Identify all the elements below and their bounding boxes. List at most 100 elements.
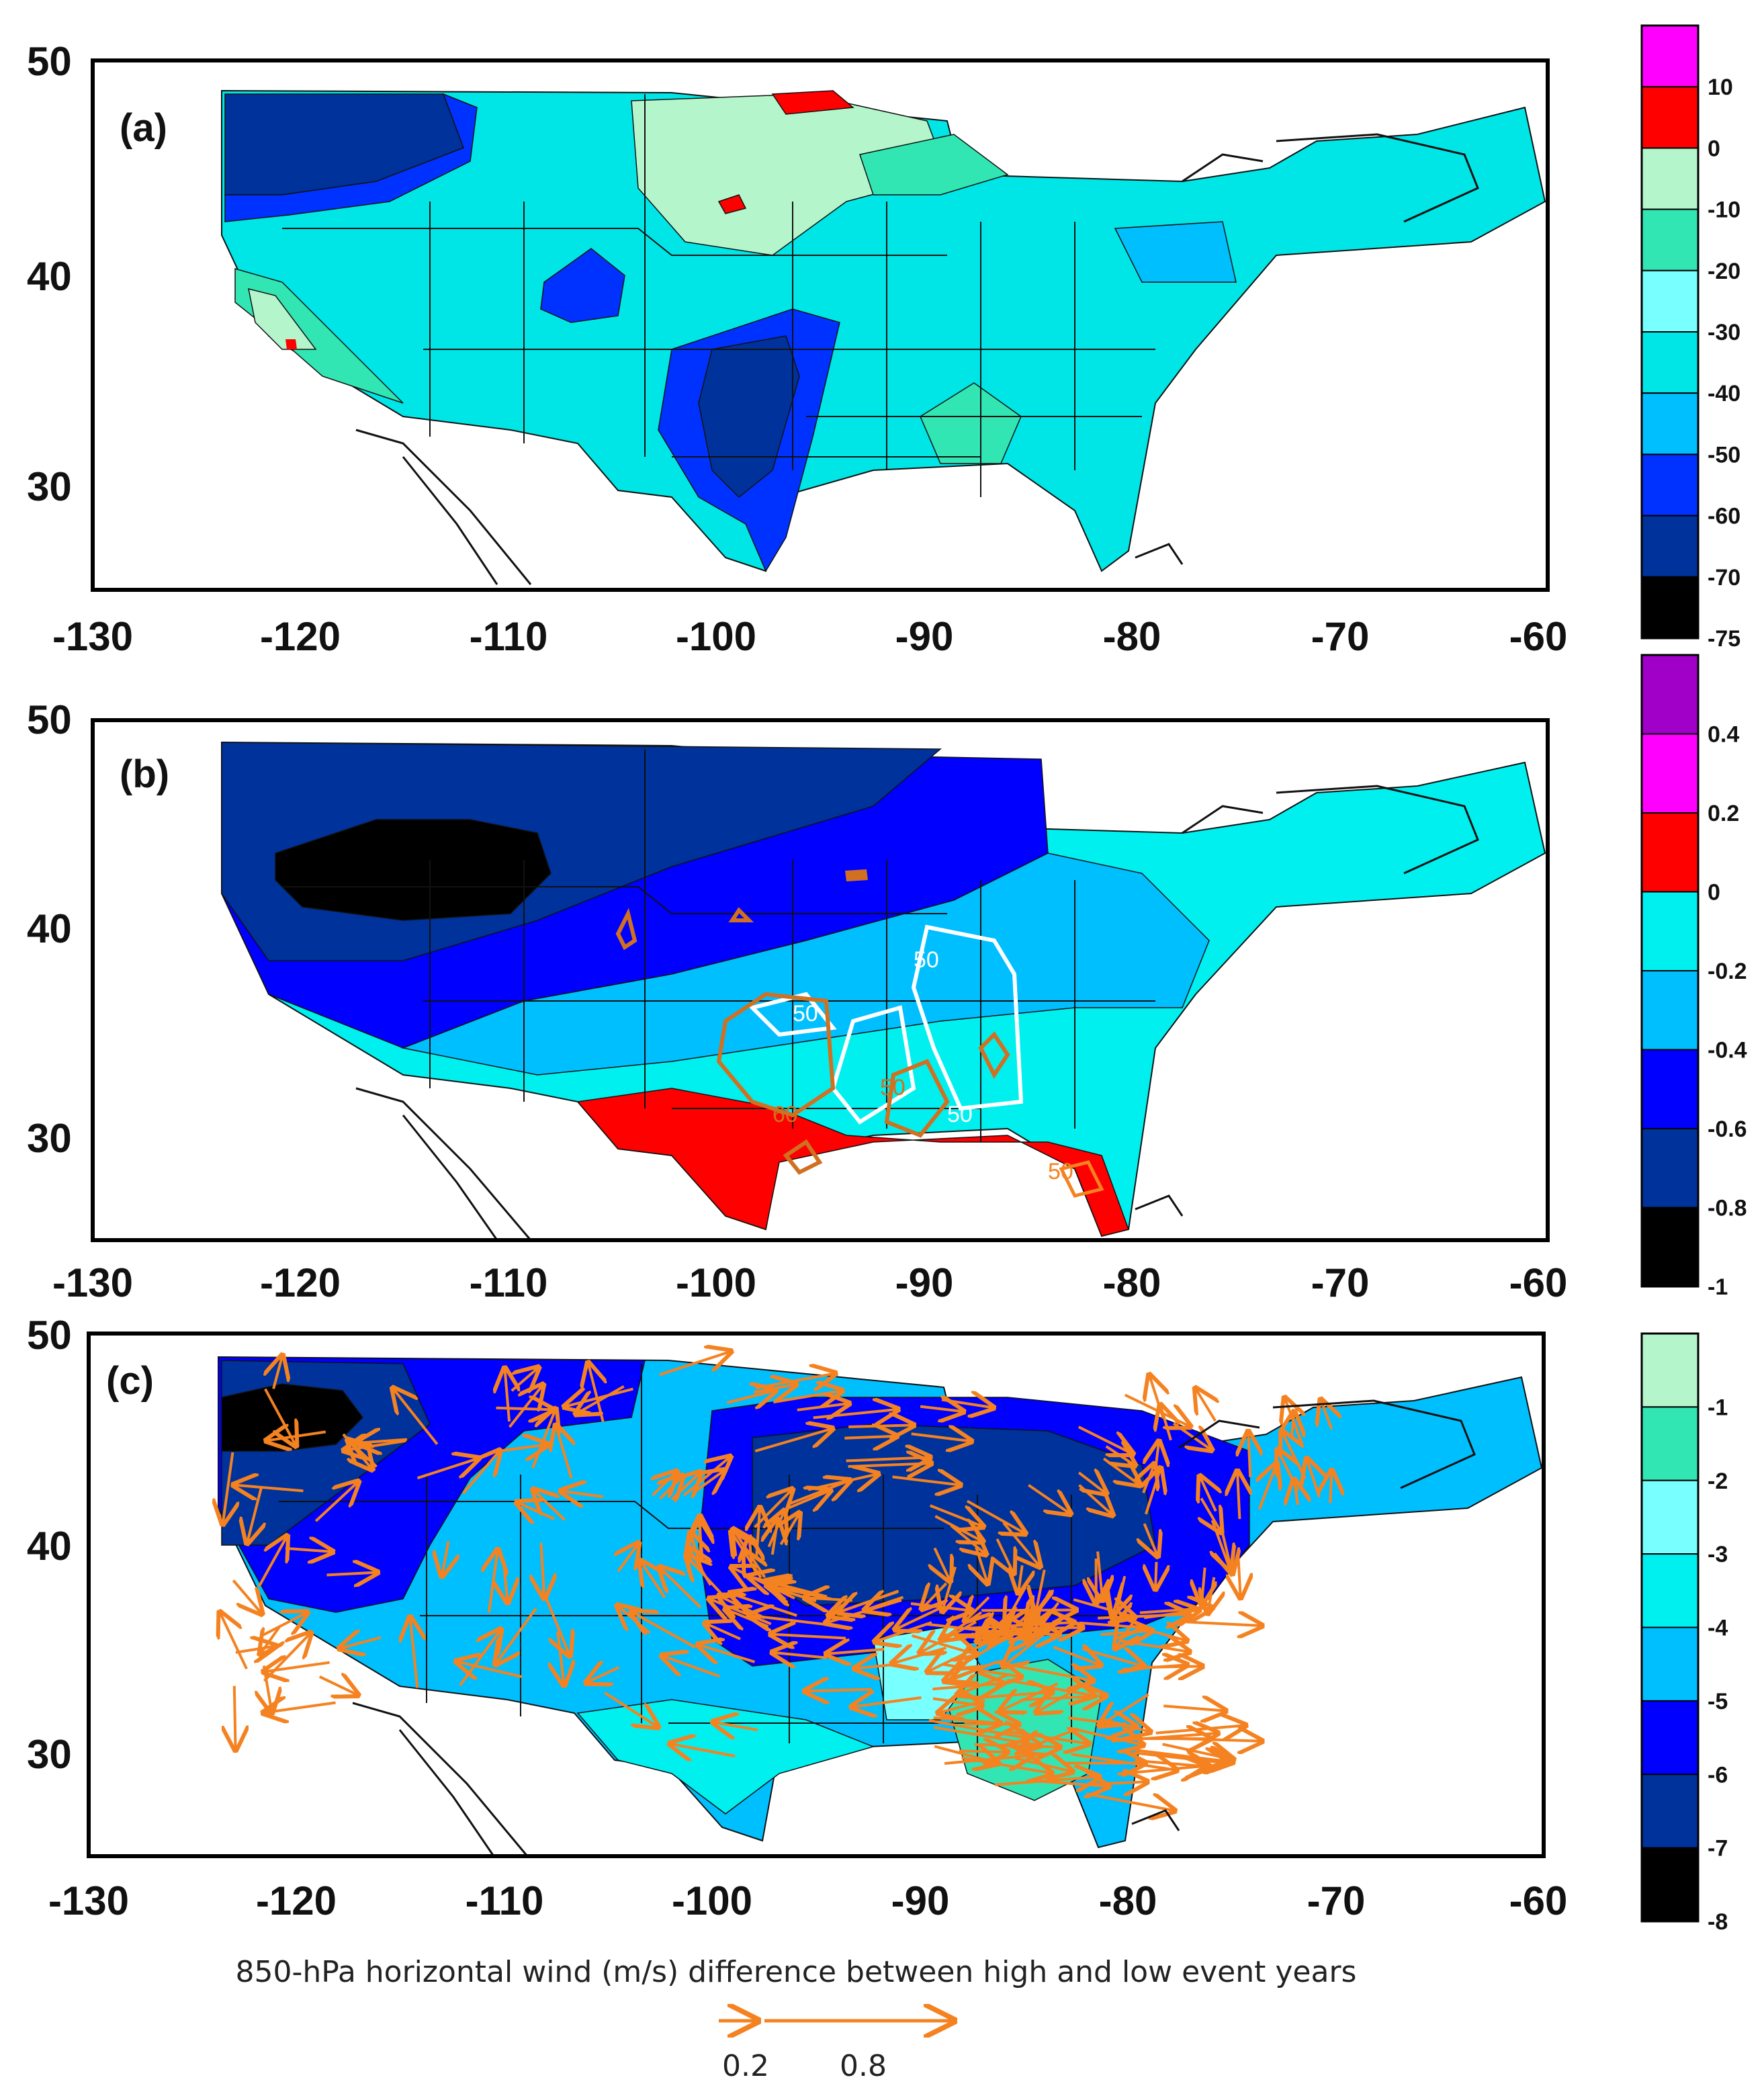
wind-arrow [264,1388,296,1446]
panel-c-xtick: -110 [466,1878,544,1923]
wind-arrow [1163,1706,1225,1710]
wind-arrow [1145,1523,1158,1557]
cbarA-swatch [1641,86,1699,149]
wind-arrow [531,1409,556,1469]
wind-arrow [504,1368,509,1422]
cbarA-swatch [1641,25,1699,88]
cbarB-swatch [1641,891,1699,971]
panel-b-contour-label: 50 [880,1075,906,1100]
cbarB-label: -0.2 [1708,959,1747,984]
cbarA-label: -75 [1708,626,1740,652]
panel-b-frame [91,718,1550,1242]
wind-arrow [533,1489,566,1522]
cbarA-label: -70 [1708,565,1740,591]
cbarC-label: -4 [1708,1616,1728,1641]
wind-arrow [959,1751,1008,1752]
panel-b-great-basin-black [275,819,552,921]
cbarC-swatch [1641,1700,1699,1776]
panel-c-xtick: -60 [1509,1878,1568,1923]
panel-c-xtick: -100 [672,1878,752,1923]
wind-arrow [773,1653,828,1658]
panel-a-xtick: -120 [260,614,341,659]
wind-arrow [662,1656,720,1678]
panel-b-ytick: 50 [27,697,72,742]
cbarC-swatch [1641,1774,1699,1849]
wind-arrow [393,1388,439,1446]
panel-c-xtick: -80 [1099,1878,1157,1923]
wind-arrow [932,1684,1002,1689]
panel-c-xtick: -70 [1307,1878,1366,1923]
wind-arrow [416,1458,479,1480]
cbarC-label: -3 [1708,1542,1728,1567]
panel-c-map [218,1352,1543,1849]
panel-a-label: (a) [120,106,167,150]
panel-b-contour-label: 50 [947,1102,973,1127]
wind-arrow [725,1609,769,1626]
cbarC-label: -7 [1708,1836,1728,1862]
wind-arrow [1100,1631,1152,1635]
panel-a-midwest-high-2 [859,134,1009,195]
panel-c-wind-vectors [220,1352,1331,1811]
panel-a-al-high [920,382,1022,464]
colorbar-c: -1 -2 -3 -4 -5 -6 -7 -8 [1640,1332,1728,1935]
panel-a-us-base [221,89,1546,572]
wind-arrow [659,1352,731,1377]
wind-arrow [660,1567,702,1609]
panel-a-ytick-40: 40 [27,254,72,299]
panel-a-pnw-ring [224,93,478,222]
wind-arrow [848,1425,914,1427]
panel-c-yticks: 50 40 30 [27,1313,72,1777]
wind-arrow [805,1690,872,1692]
cbarA-label: -50 [1708,442,1740,468]
wind-arrow [797,1403,849,1410]
wind-arrow [223,1452,233,1524]
panel-a-map [221,89,1546,572]
wind-arrow [442,1540,449,1576]
wind-arrow [653,1471,677,1495]
wind-arrow [234,1485,304,1491]
wind-arrow [1139,1608,1212,1612]
cbarB-swatch [1641,733,1699,814]
wind-arrow [586,1667,620,1683]
panel-a-ne-band [1114,221,1237,283]
wind-arrow [234,1686,236,1750]
wind-arrow [695,1471,724,1491]
wind-legend: 850-hPa horizontal wind (m/s) difference… [236,1955,1357,2083]
panel-c-xtick: -130 [48,1878,129,1923]
cbarA-swatch [1641,331,1699,394]
wind-arrow [933,1718,1001,1723]
wind-arrow [996,1661,1094,1680]
wind-arrow [503,1559,507,1603]
cbarC-label: -5 [1708,1689,1728,1714]
wind-arrow [1133,1753,1229,1763]
cbarA-label: -30 [1708,320,1740,345]
wind-arrow [617,1606,651,1634]
wind-arrow [1160,1405,1171,1441]
wind-arrow [687,1556,725,1598]
wind-arrow [1082,1649,1145,1666]
wind-arrow [1212,1520,1231,1569]
panel-a-xticks: -130 -120 -110 -100 -90 -80 -70 -60 [52,614,1567,659]
wind-arrow [318,1677,358,1695]
cbarA-label: -40 [1708,381,1740,406]
wind-arrow [1028,1780,1109,1786]
cbarA-label: -20 [1708,259,1740,284]
panel-b-xtick: -60 [1509,1260,1568,1305]
panel-a-red-2 [717,194,747,214]
wind-arrow [954,1636,1032,1640]
wind-arrow [932,1698,982,1706]
wind-arrow [410,1617,418,1688]
wind-arrow [1330,1471,1331,1503]
cbarA-swatch [1641,269,1699,333]
panel-a: (a) 50 40 30 -130 -120 -110 -100 -90 -80… [27,39,1567,659]
panel-b-contour-label: 50 [793,1001,818,1027]
wind-arrow [1201,1497,1221,1532]
panel-b-xtick: -120 [260,1260,341,1305]
wind-arrow [895,1609,940,1630]
wind-arrow [326,1573,378,1575]
wind-arrow [1260,1463,1277,1510]
panel-a-xtick: -100 [676,614,756,659]
cbarC-label: -8 [1708,1909,1728,1935]
cbarA-label: -10 [1708,198,1740,223]
wind-arrow [713,1722,758,1730]
